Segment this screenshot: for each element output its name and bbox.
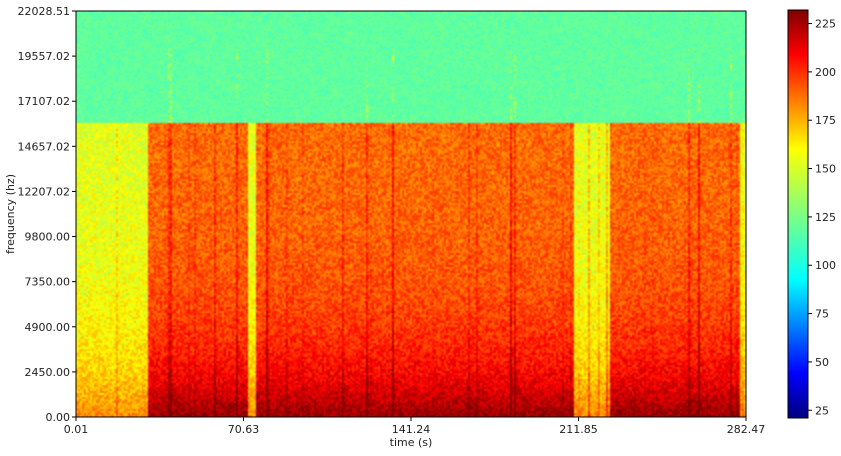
spectrogram-heatmap <box>76 11 746 417</box>
colorbar-tick-label: 100 <box>815 259 836 272</box>
y-tick-label: 14657.02 <box>18 140 71 153</box>
spectrogram-plot-area <box>75 10 747 418</box>
x-tick-label: 70.63 <box>228 423 260 436</box>
colorbar-tick-label: 75 <box>815 308 829 321</box>
colorbar-tick-label: 150 <box>815 163 836 176</box>
colorbar: 25 50 75 100 125 150 175 200 225 <box>787 9 836 419</box>
y-axis-ticks: 0.00 2450.00 4900.00 7350.00 9800.00 12207.02… <box>18 5 76 424</box>
colorbar-tick-label: 25 <box>815 404 829 417</box>
y-tick-label: 12207.02 <box>18 185 71 198</box>
y-tick-label: 17107.02 <box>18 95 71 108</box>
x-tick-label: 211.85 <box>559 423 598 436</box>
colorbar-tick-label: 225 <box>815 18 836 31</box>
y-tick-label: 0.00 <box>46 411 71 424</box>
x-axis-label: time (s) <box>390 436 433 449</box>
y-tick-label: 22028.51 <box>18 5 71 18</box>
colorbar-ticks: 25 50 75 100 125 150 175 200 225 <box>808 18 836 417</box>
colorbar-tick-label: 175 <box>815 114 836 127</box>
y-tick-label: 2450.00 <box>25 366 71 379</box>
colorbar-gradient <box>787 9 809 419</box>
x-tick-label: 0.01 <box>64 423 89 436</box>
x-tick-label: 141.24 <box>392 423 431 436</box>
y-tick-label: 19557.02 <box>18 50 71 63</box>
colorbar-tick-label: 200 <box>815 66 836 79</box>
y-tick-label: 4900.00 <box>25 321 71 334</box>
colorbar-tick-label: 125 <box>815 211 836 224</box>
x-axis-ticks: 0.01 70.63 141.24 211.85 282.47 <box>64 417 766 436</box>
x-tick-label: 282.47 <box>727 423 766 436</box>
y-tick-label: 7350.00 <box>25 276 71 289</box>
y-tick-label: 9800.00 <box>25 231 71 244</box>
y-axis-label: frequency (hz) <box>4 174 17 254</box>
colorbar-tick-label: 50 <box>815 356 829 369</box>
